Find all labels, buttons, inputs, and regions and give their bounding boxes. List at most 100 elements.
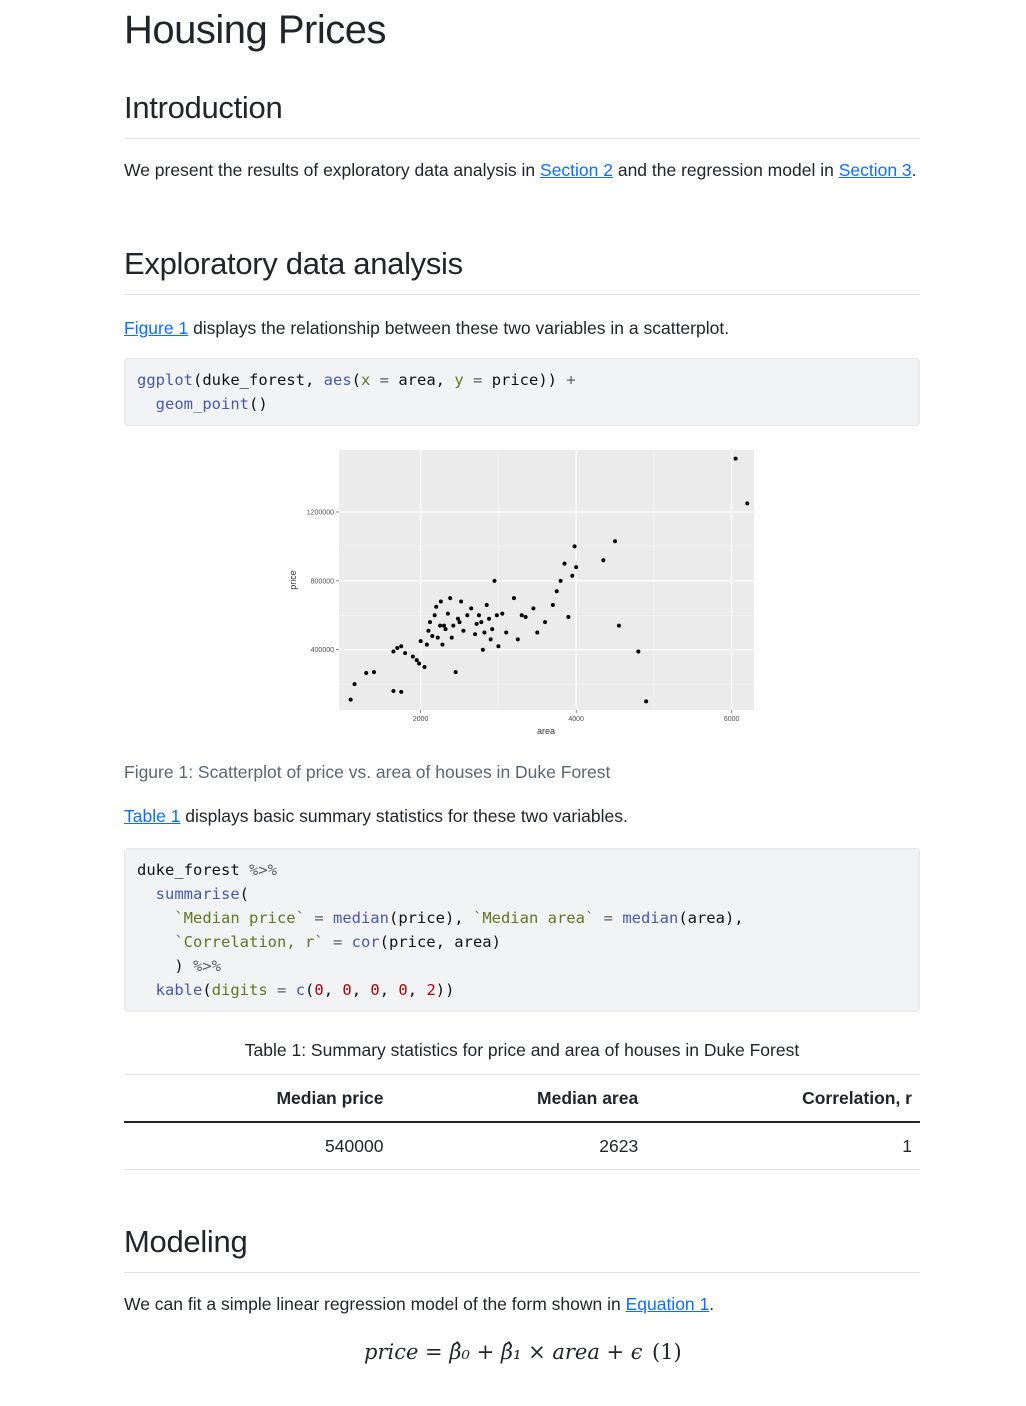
data-point [349, 698, 353, 702]
modeling-paragraph: We can fit a simple linear regression mo… [124, 1290, 920, 1318]
summary-table: Median price Median area Correlation, r … [124, 1074, 920, 1170]
code-token: () [249, 395, 268, 413]
data-point [570, 574, 574, 578]
data-point [428, 620, 432, 624]
code-token: , [352, 981, 371, 999]
data-point [458, 620, 462, 624]
modeling-text-end: . [709, 1294, 714, 1314]
data-point [425, 643, 429, 647]
data-point [489, 637, 493, 641]
data-point [524, 615, 528, 619]
code-token: 0 [314, 981, 323, 999]
data-point [456, 617, 460, 621]
data-point [543, 620, 547, 624]
data-point [446, 612, 450, 616]
code-token: summarise [156, 885, 240, 903]
intro-text-mid: and the regression model in [613, 160, 839, 180]
section-2-link[interactable]: Section 2 [540, 160, 613, 180]
data-point [512, 596, 516, 600]
data-point [481, 648, 485, 652]
data-point [516, 637, 520, 641]
data-point [395, 646, 399, 650]
code-token: %>% [193, 957, 221, 975]
code-token: ) [174, 957, 193, 975]
code-token: (area), [678, 909, 743, 927]
code-token: y [454, 371, 463, 389]
data-point [551, 603, 555, 607]
data-point [461, 629, 465, 633]
code-token: = [594, 909, 622, 927]
data-point [504, 631, 508, 635]
data-point [419, 639, 423, 643]
data-point [574, 565, 578, 569]
data-point [440, 643, 444, 647]
intro-text-before: We present the results of exploratory da… [124, 160, 540, 180]
data-point [475, 622, 479, 626]
code-token: ( [202, 981, 211, 999]
data-point [465, 613, 469, 617]
data-point [485, 603, 489, 607]
code-block-ggplot[interactable]: ggplot(duke_forest, aes(x = area, y = pr… [124, 358, 920, 426]
equation-1-link[interactable]: Equation 1 [626, 1294, 710, 1314]
data-point [573, 544, 577, 548]
code-token: median [622, 909, 678, 927]
data-point [451, 624, 455, 628]
data-point [613, 539, 617, 543]
data-point [601, 558, 605, 562]
code-token: ( [305, 981, 314, 999]
code-token: + [566, 371, 575, 389]
data-point [559, 579, 563, 583]
code-token: (price), [389, 909, 473, 927]
data-point [636, 649, 640, 653]
data-point [442, 624, 446, 628]
code-token: area, [398, 371, 454, 389]
data-point [496, 644, 500, 648]
section-3-link[interactable]: Section 3 [839, 160, 912, 180]
data-point [434, 605, 438, 609]
data-point [391, 649, 395, 653]
data-point [364, 671, 368, 675]
data-point [415, 658, 419, 662]
modeling-text: We can fit a simple linear regression mo… [124, 1294, 626, 1314]
section-heading-eda: Exploratory data analysis [124, 246, 920, 295]
code-block-summarise[interactable]: duke_forest %>% summarise( `Median price… [124, 848, 920, 1012]
table-reference-paragraph: Table 1 displays basic summary statistic… [124, 802, 920, 830]
data-point [479, 620, 483, 624]
code-token: = [370, 371, 398, 389]
data-point [745, 501, 749, 505]
intro-paragraph: We present the results of exploratory da… [124, 156, 920, 184]
x-tick-label: 4000 [568, 716, 584, 723]
figure-sentence: displays the relationship between these … [188, 318, 729, 338]
code-token: (duke_forest, [193, 371, 324, 389]
code-token: c [296, 981, 305, 999]
code-token: ggplot [137, 371, 193, 389]
data-point [495, 613, 499, 617]
data-point [473, 632, 477, 636]
data-point [403, 651, 407, 655]
table-cell: 2623 [391, 1122, 646, 1170]
x-tick-label: 6000 [724, 716, 740, 723]
code-token: , [408, 981, 427, 999]
code-token: median [333, 909, 389, 927]
data-point [555, 589, 559, 593]
code-token: , [324, 981, 343, 999]
data-point [439, 600, 443, 604]
data-point [500, 612, 504, 616]
section-heading-modeling: Modeling [124, 1224, 920, 1273]
data-point [353, 682, 357, 686]
column-header: Correlation, r [646, 1075, 920, 1123]
table-1-link[interactable]: Table 1 [124, 806, 180, 826]
code-token: = [324, 933, 352, 951]
code-token: `Median area` [473, 909, 594, 927]
intro-text-end: . [912, 160, 917, 180]
data-point [531, 606, 535, 610]
table-cell: 540000 [124, 1122, 391, 1170]
data-point [391, 689, 395, 693]
figure-reference-paragraph: Figure 1 displays the relationship betwe… [124, 314, 920, 342]
code-token: = [305, 909, 333, 927]
data-point [562, 562, 566, 566]
code-token: ( [240, 885, 249, 903]
code-token: 0 [370, 981, 379, 999]
figure-1-link[interactable]: Figure 1 [124, 318, 188, 338]
data-point [423, 665, 427, 669]
